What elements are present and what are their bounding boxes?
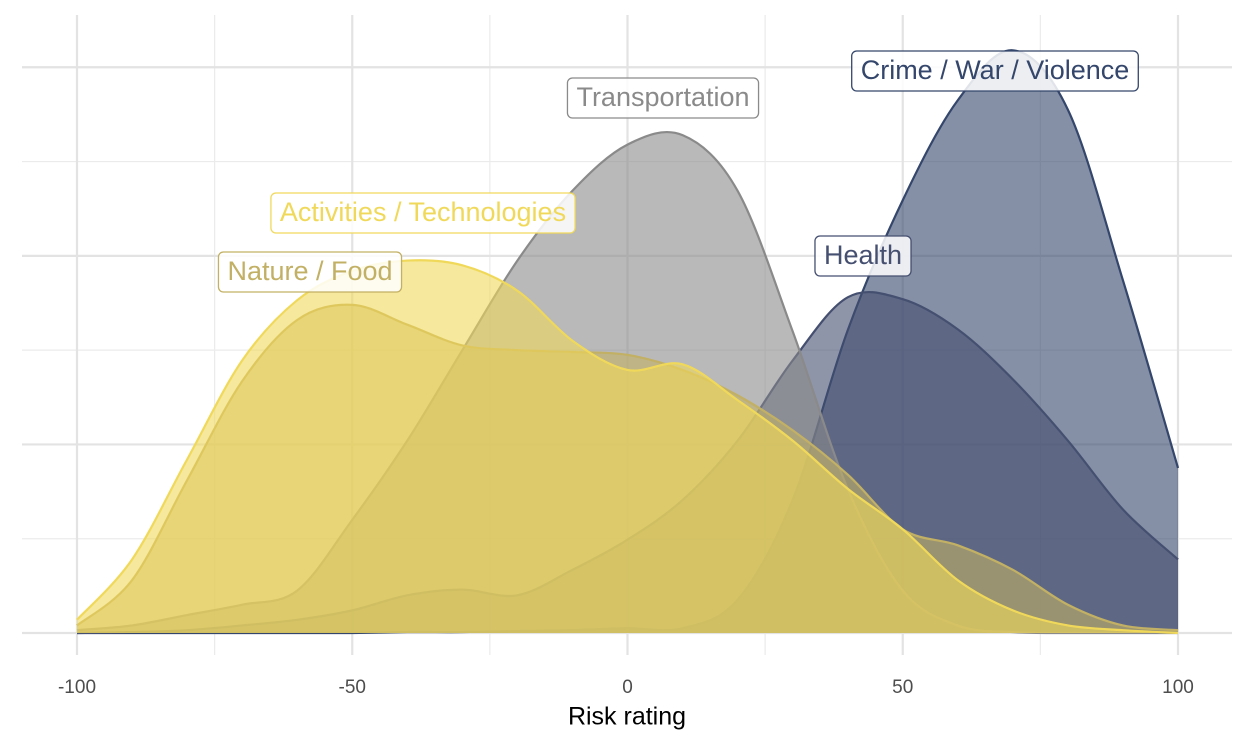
label-box	[566, 77, 760, 119]
series-label: Crime / War / Violence	[861, 55, 1130, 85]
density-outline	[76, 259, 1179, 635]
axes: -100 -50 0 50 100	[58, 677, 1194, 698]
annotations: Crime / War / Violence Health Transportati…	[217, 50, 1139, 293]
x-tick-label: 50	[892, 677, 913, 698]
label-box	[851, 50, 1139, 92]
series-label: Transportation	[576, 82, 749, 112]
label-box	[217, 251, 403, 293]
density-area	[77, 260, 1178, 633]
x-tick-label: -100	[58, 677, 96, 698]
x-tick-label: 0	[622, 677, 633, 698]
series-label: Nature / Food	[227, 256, 392, 286]
label-box	[814, 235, 912, 277]
series-label: Activities / Technologies	[280, 197, 566, 227]
x-tick-label: 100	[1162, 677, 1194, 698]
series-label: Health	[824, 240, 902, 270]
label-box	[270, 192, 576, 234]
areas	[76, 49, 1180, 635]
x-tick-label: -50	[339, 677, 366, 698]
x-axis-title: Risk rating	[568, 703, 686, 731]
